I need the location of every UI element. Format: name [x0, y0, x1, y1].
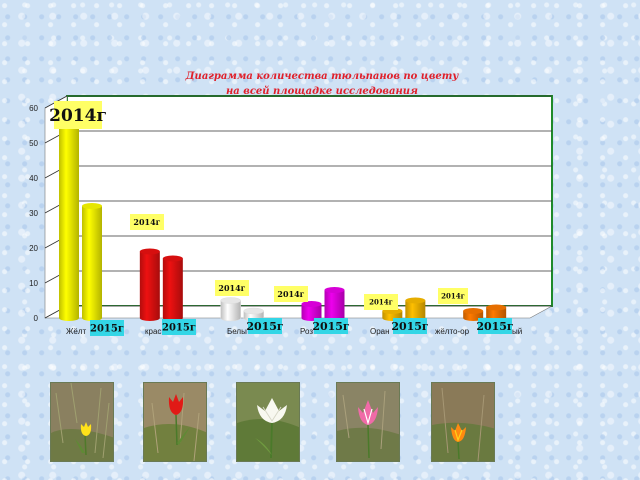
bar	[301, 301, 322, 321]
y-tick-label: 60	[29, 104, 38, 113]
y-tick-label: 30	[29, 209, 38, 218]
bar-top	[463, 308, 484, 314]
year-tags: 2014г 2014г 2014г 2014г 2014г 2014г 2015г 2015г…	[49, 101, 514, 336]
x-axis-labels: Жёлт крас Белы Роз Оран жёлто-ор ый	[66, 327, 522, 336]
tag-2015-yellow-orange-text: 2015г	[476, 320, 514, 333]
tag-2015-red-text: 2015г	[162, 323, 196, 334]
tag-2015-pink: 2015г	[312, 318, 350, 334]
bar-body	[405, 300, 426, 321]
y-tick-label: 50	[29, 139, 38, 148]
bar-body	[162, 258, 183, 321]
orange-tulip-photo	[431, 382, 495, 462]
yellow-tulip-photo	[50, 382, 114, 462]
bar-top	[82, 203, 102, 209]
tag-2015-white-bg	[248, 318, 282, 334]
category-label: ый	[512, 327, 522, 336]
bar-top	[220, 297, 241, 304]
bar-top	[243, 307, 264, 315]
tag-2015-yellow-orange: 2015г	[476, 318, 514, 334]
tag-2014-yellow-orange-bg	[438, 288, 468, 304]
chart-title-line-2: на всей площадке исследования	[226, 86, 418, 97]
y-tick-label: 10	[29, 279, 38, 288]
tag-2014-yellow-orange: 2014г	[438, 288, 468, 304]
tag-2015-orange-text: 2015г	[391, 320, 429, 333]
bar-top	[301, 301, 322, 307]
bar-body	[82, 206, 102, 321]
bar-top	[324, 287, 345, 293]
bar-body	[59, 108, 79, 321]
bar-top	[405, 297, 426, 304]
category-label: крас	[145, 327, 161, 336]
tag-2014-white-bg	[215, 280, 249, 296]
tag-2014-red-text: 2014г	[133, 217, 160, 227]
y-tick-label: 20	[29, 244, 38, 253]
category-label: Жёлт	[66, 327, 87, 336]
bar-body	[301, 304, 322, 321]
plot-area	[44, 95, 553, 319]
tag-2015-orange-bg	[393, 318, 427, 334]
bar	[162, 255, 183, 321]
tag-2014-white-text: 2014г	[218, 283, 245, 293]
tulip-color-chart: Диаграмма количества тюльпанов по цвету …	[29, 71, 553, 336]
category-label: Оран	[370, 327, 390, 336]
chart-title-line-1: Диаграмма количества тюльпанов по цвету	[185, 71, 460, 82]
bar	[324, 287, 345, 321]
bar	[220, 297, 241, 322]
bars-layer	[59, 105, 507, 322]
tag-2014-yellow: 2014г	[49, 101, 107, 129]
bar-body	[220, 300, 241, 322]
tag-2014-white: 2014г	[215, 280, 249, 296]
y-tick-label: 0	[34, 314, 39, 323]
tag-2014-pink-text: 2014г	[277, 289, 304, 299]
tag-2015-red-bg	[162, 319, 196, 335]
tag-2015-yellow: 2015г	[90, 320, 124, 336]
category-label: жёлто-ор	[435, 327, 470, 336]
bar-body	[139, 251, 160, 321]
bar-body	[324, 290, 345, 321]
tag-2014-pink-bg	[274, 286, 308, 302]
tag-2014-red: 2014г	[130, 214, 164, 230]
tag-2014-red-bg	[130, 214, 164, 230]
tag-2015-white: 2015г	[246, 318, 284, 334]
y-axis: 0 10 20 30 40 50 60	[29, 104, 38, 323]
bar-top	[486, 304, 507, 311]
category-label: Роз	[300, 327, 313, 336]
tag-2014-yellow-orange-text: 2014г	[441, 292, 465, 301]
tag-2014-orange-text: 2014г	[369, 298, 393, 307]
bar-top	[139, 248, 160, 255]
tag-2014-orange-bg	[364, 294, 398, 310]
tag-2015-yellow-bg	[90, 320, 124, 336]
white-tulip-photo	[236, 382, 300, 462]
bar-top	[162, 255, 183, 262]
tag-2014-pink: 2014г	[274, 286, 308, 302]
bar	[59, 105, 79, 321]
bar	[82, 203, 102, 321]
tag-2014-orange: 2014г	[364, 294, 398, 310]
tag-2015-white-text: 2015г	[246, 320, 284, 333]
tag-2015-pink-bg	[314, 318, 348, 334]
red-tulip-photo	[143, 382, 207, 462]
category-label: Белы	[227, 327, 247, 336]
tag-2015-yellow-orange-bg	[478, 318, 512, 334]
tag-2014-yellow-bg	[54, 101, 102, 129]
bar	[139, 248, 160, 321]
bar	[405, 297, 426, 321]
tag-2014-yellow-text: 2014г	[49, 106, 107, 126]
tag-2015-pink-text: 2015г	[312, 320, 350, 333]
pink-tulip-photo	[336, 382, 400, 462]
bar	[486, 304, 507, 321]
tag-2015-orange: 2015г	[391, 318, 429, 334]
bar-body	[486, 307, 507, 321]
tag-2015-red: 2015г	[162, 319, 196, 335]
y-tick-label: 40	[29, 174, 38, 183]
tag-2015-yellow-text: 2015г	[90, 324, 124, 335]
